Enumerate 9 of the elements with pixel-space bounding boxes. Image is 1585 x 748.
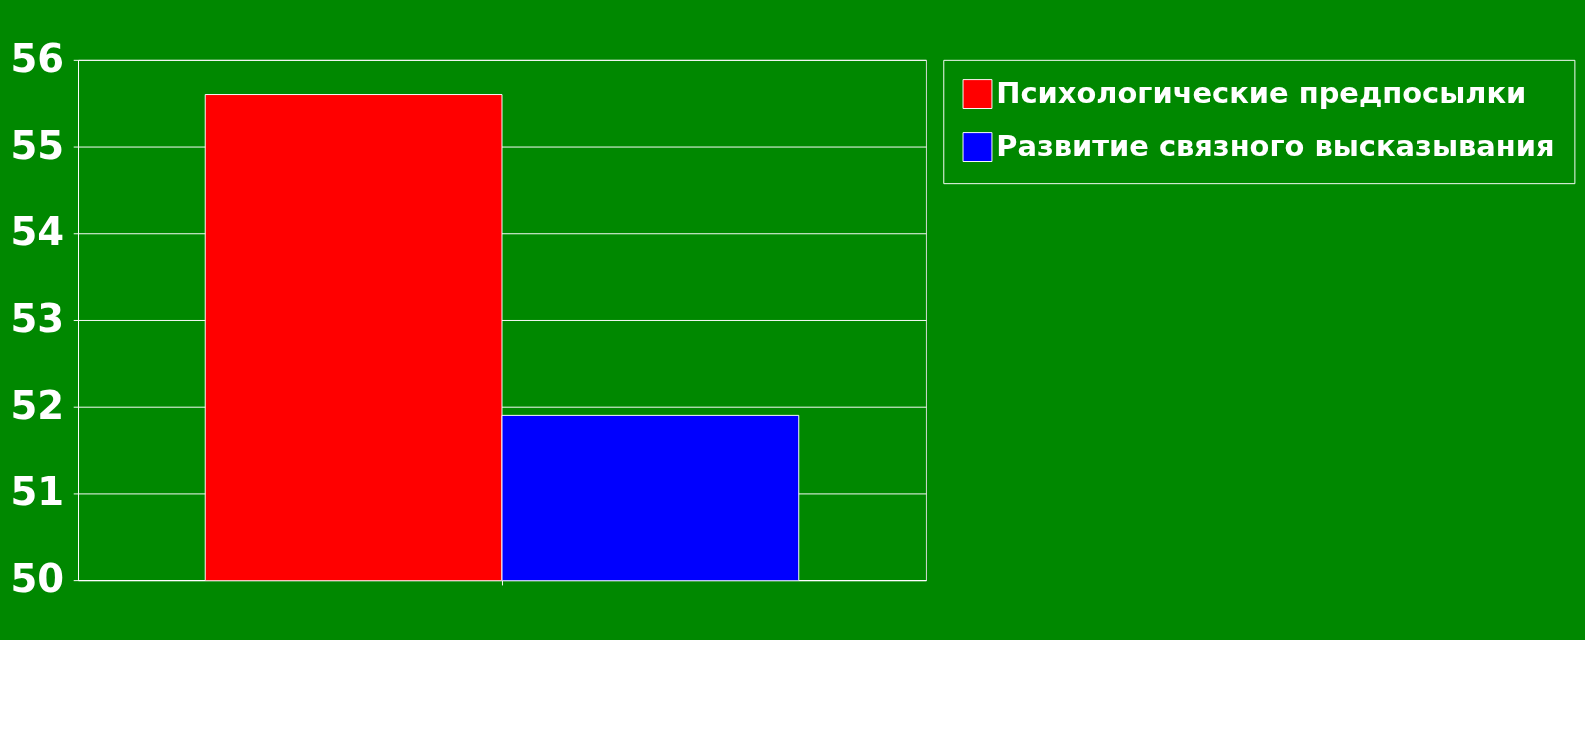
y-tick-label: 52	[10, 382, 65, 428]
legend-label: Психологические предпосылки	[996, 75, 1527, 110]
y-tick-label: 50	[10, 556, 65, 602]
y-tick-label: 51	[10, 469, 65, 515]
y-tick-label: 54	[10, 209, 65, 255]
legend-label: Развитие связного высказывания	[996, 128, 1555, 163]
y-tick-label: 53	[10, 296, 65, 342]
y-tick-label: 56	[10, 35, 65, 81]
y-tick-label: 55	[10, 122, 65, 168]
